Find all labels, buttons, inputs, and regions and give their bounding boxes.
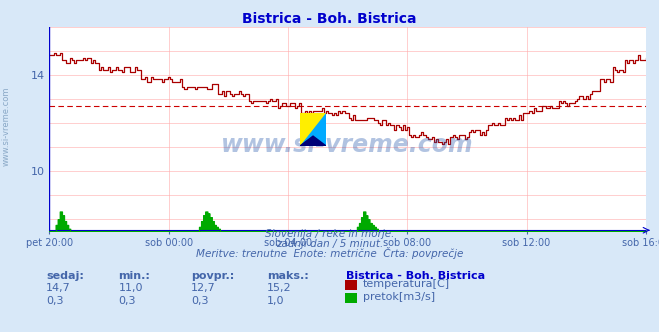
Text: min.:: min.: (119, 271, 150, 281)
Text: 15,2: 15,2 (267, 283, 291, 292)
Text: sedaj:: sedaj: (46, 271, 84, 281)
Text: povpr.:: povpr.: (191, 271, 235, 281)
Polygon shape (300, 113, 326, 146)
Text: 0,3: 0,3 (119, 296, 136, 306)
Text: www.si-vreme.com: www.si-vreme.com (2, 86, 11, 166)
Text: Bistrica - Boh. Bistrica: Bistrica - Boh. Bistrica (346, 271, 485, 281)
Text: 0,3: 0,3 (191, 296, 209, 306)
Text: Meritve: trenutne  Enote: metrične  Črta: povprečje: Meritve: trenutne Enote: metrične Črta: … (196, 247, 463, 259)
Text: 0,3: 0,3 (46, 296, 64, 306)
Polygon shape (300, 136, 326, 146)
Polygon shape (300, 113, 326, 146)
Text: temperatura[C]: temperatura[C] (363, 279, 450, 289)
Text: 1,0: 1,0 (267, 296, 285, 306)
Text: zadnji dan / 5 minut.: zadnji dan / 5 minut. (276, 239, 383, 249)
Text: 11,0: 11,0 (119, 283, 143, 292)
Text: www.si-vreme.com: www.si-vreme.com (221, 133, 474, 157)
Text: 14,7: 14,7 (46, 283, 71, 292)
Text: Bistrica - Boh. Bistrica: Bistrica - Boh. Bistrica (243, 12, 416, 26)
Text: maks.:: maks.: (267, 271, 308, 281)
Text: 12,7: 12,7 (191, 283, 216, 292)
Text: Slovenija / reke in morje.: Slovenija / reke in morje. (265, 229, 394, 239)
Text: pretok[m3/s]: pretok[m3/s] (363, 292, 435, 302)
